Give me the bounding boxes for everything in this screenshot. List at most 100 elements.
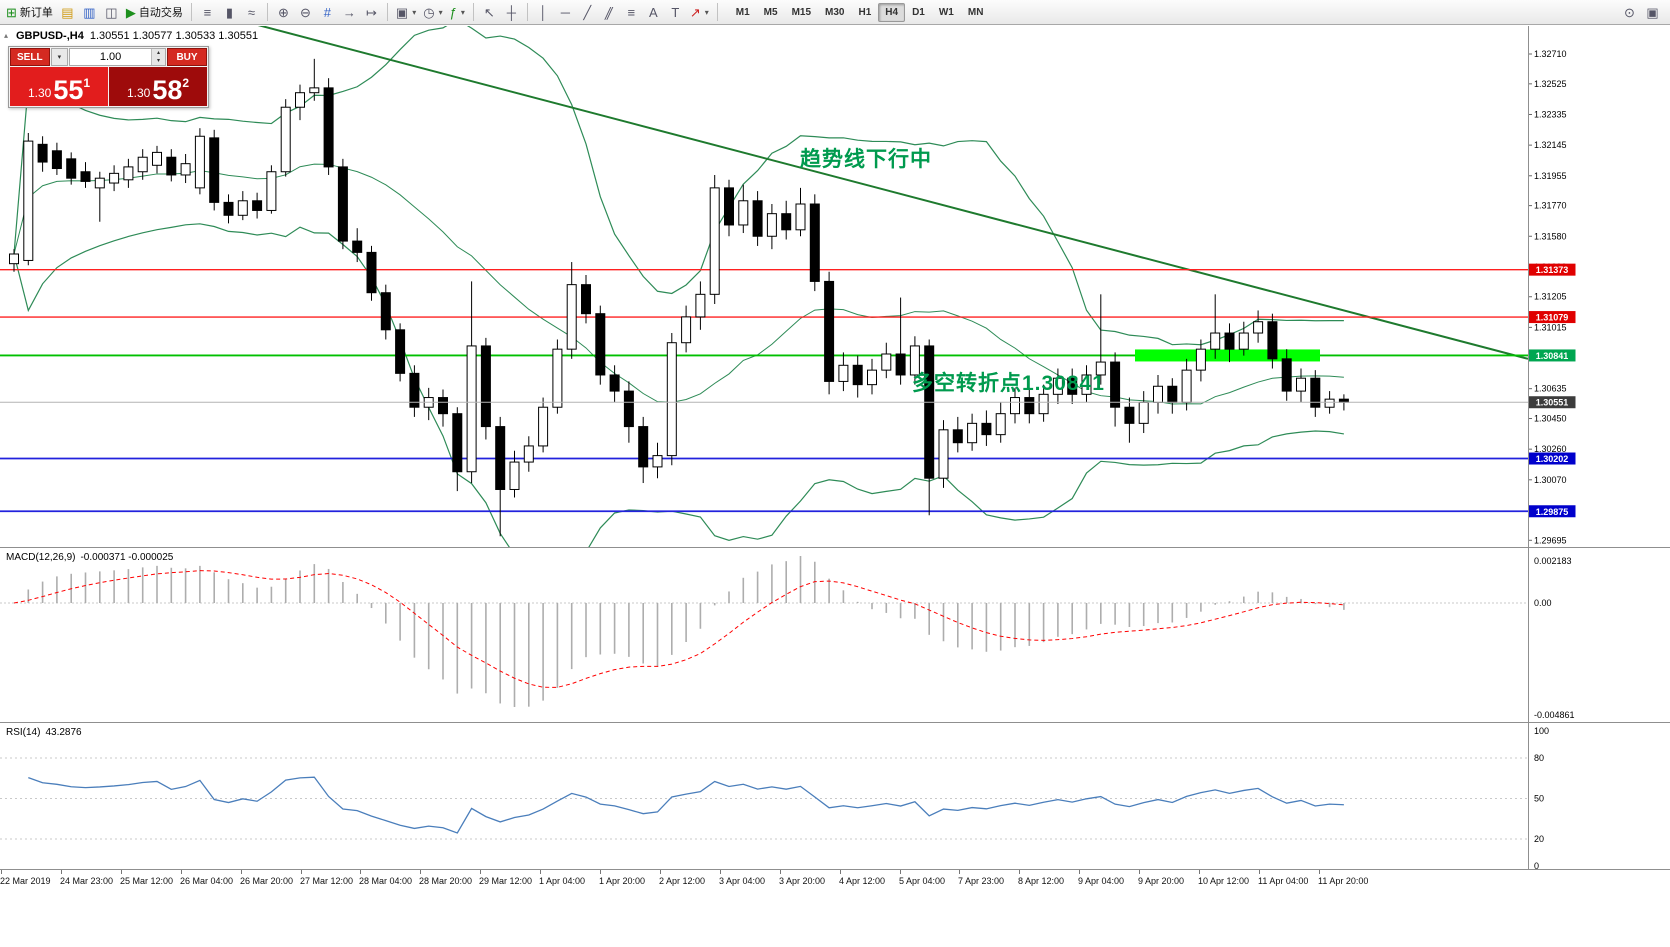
time-axis-label: 3 Apr 04:00: [719, 876, 766, 886]
panel-separator[interactable]: [0, 547, 1670, 548]
time-axis-label: 2 Apr 12:00: [659, 876, 706, 886]
price-flag-label: 1.29875: [1536, 507, 1569, 517]
time-axis-tick: [780, 870, 781, 874]
new-order-button[interactable]: ⊞ 新订单: [3, 2, 56, 23]
tf-button-m1[interactable]: M1: [729, 3, 757, 22]
arrows-shapes-button[interactable]: ↗ ▾: [687, 2, 712, 23]
bull-candle: [881, 353, 892, 371]
new-window-button[interactable]: ▣ ▾: [393, 2, 419, 23]
tf-button-h1[interactable]: H1: [851, 3, 878, 22]
time-axis[interactable]: 22 Mar 2019 24 Mar 23:00 25 Mar 12:00 26 Ma…: [0, 869, 1670, 896]
rsi-scale-label: 50: [1534, 794, 1544, 804]
toolbar: ⊞ 新订单 ▤ ▥ ◫ ▶ 自动交易 ≡ ▮ ≈ ⊕ ⊖: [0, 0, 1670, 25]
buy-price-display[interactable]: 1.30 58 2: [109, 67, 207, 106]
rsi-value: 43.2876: [45, 727, 82, 738]
dropdown-caret-icon: ▾: [460, 7, 465, 17]
charts-profile-button[interactable]: ▤: [57, 2, 78, 23]
price-scale-label: 1.31205: [1534, 292, 1567, 302]
panel-separator[interactable]: [0, 722, 1670, 723]
tf-button-m5[interactable]: M5: [757, 3, 785, 22]
time-axis-label: 7 Apr 23:00: [958, 876, 1005, 886]
time-axis-label: 28 Mar 20:00: [419, 876, 473, 886]
trendline-button[interactable]: ╱: [577, 2, 598, 23]
volume-up-button[interactable]: ▴: [152, 49, 165, 57]
bollinger-lower: [13, 223, 1344, 547]
bull-candle: [838, 364, 849, 382]
price-scale-label: 1.29695: [1534, 535, 1567, 545]
bull-candle: [1253, 321, 1264, 334]
navigator-button[interactable]: ◫: [101, 2, 122, 23]
indicators-button[interactable]: ƒ ▾: [447, 2, 468, 23]
channel-button[interactable]: ∥: [599, 2, 620, 23]
market-watch-button[interactable]: ▥: [79, 2, 100, 23]
chart-shift-button[interactable]: ↦: [361, 2, 382, 23]
time-axis-label: 8 Apr 12:00: [1018, 876, 1065, 886]
horizontal-line-button[interactable]: ─: [555, 2, 576, 23]
bull-candle: [738, 200, 749, 226]
zoom-out-button[interactable]: ⊖: [295, 2, 316, 23]
pivot-highlight-bar[interactable]: [1135, 349, 1320, 362]
time-axis-label: 11 Apr 04:00: [1258, 876, 1309, 886]
toolbar-separator: [472, 3, 474, 21]
cursor-button[interactable]: ↖: [479, 2, 500, 23]
bear-candle: [395, 329, 406, 374]
price-flag: [1528, 311, 1576, 324]
bear-candle: [80, 171, 91, 182]
price-flag: [1528, 505, 1576, 518]
chart-annotation: 多空转折点1.30841: [912, 372, 1105, 395]
bear-candle: [37, 143, 48, 163]
tf-button-m15[interactable]: M15: [785, 3, 818, 22]
channel-icon: ∥: [602, 4, 617, 20]
volume-down-button[interactable]: ▾: [152, 57, 165, 65]
descending-trendline[interactable]: [0, 26, 1529, 360]
zoom-in-button[interactable]: ⊕: [273, 2, 294, 23]
bar-chart-button[interactable]: ≡: [197, 2, 218, 23]
one-click-trading-panel: SELL ▾ ▴ ▾ BUY 1.30 55 1 1.30 58 2: [8, 46, 209, 108]
chart-shift-icon: ↦: [365, 4, 377, 20]
macd-panel-canvas[interactable]: 0.002183 0.00 -0.004861: [0, 548, 1670, 722]
time-axis-tick: [540, 870, 541, 874]
crosshair-button[interactable]: ┼: [501, 2, 522, 23]
text-label-button[interactable]: T: [665, 2, 686, 23]
auto-scroll-button[interactable]: →: [339, 2, 360, 23]
tf-button-d1[interactable]: D1: [905, 3, 932, 22]
tf-button-h4[interactable]: H4: [878, 2, 906, 22]
volume-field: ▴ ▾: [69, 48, 166, 66]
bear-candle: [1267, 321, 1278, 360]
trade-options-dropdown[interactable]: ▾: [50, 48, 69, 66]
chart-annotation: 趋势线下行中: [800, 148, 932, 171]
bear-candle: [752, 200, 763, 237]
bull-candle: [1195, 348, 1206, 371]
fibonacci-button[interactable]: ≡: [621, 2, 642, 23]
time-axis-label: 29 Mar 12:00: [479, 876, 533, 886]
time-axis-label: 11 Apr 20:00: [1318, 876, 1369, 886]
text-tool-button[interactable]: A: [643, 2, 664, 23]
periods-button[interactable]: ◷ ▾: [420, 2, 445, 23]
panels-button[interactable]: ▣: [1642, 2, 1663, 23]
rsi-panel-canvas[interactable]: 100 80 50 20 0: [0, 723, 1670, 869]
time-axis-label: 26 Mar 04:00: [180, 876, 234, 886]
tf-button-mn[interactable]: MN: [961, 3, 991, 22]
line-chart-button[interactable]: ≈: [241, 2, 262, 23]
bull-candle: [1324, 398, 1335, 408]
buy-button[interactable]: BUY: [167, 48, 207, 66]
candlestick-chart-button[interactable]: ▮: [219, 2, 240, 23]
main-chart-canvas[interactable]: 1.32710 1.32525 1.32335 1.32145 1.31955 1.317…: [0, 26, 1670, 547]
tf-button-w1[interactable]: W1: [932, 3, 961, 22]
bull-candle: [237, 200, 248, 216]
time-axis-label: 27 Mar 12:00: [300, 876, 354, 886]
bull-candle: [309, 87, 320, 94]
bear-candle: [638, 426, 649, 468]
chart-shift-marker-icon: ▴: [4, 31, 9, 40]
grid-button[interactable]: #: [317, 2, 338, 23]
sell-button[interactable]: SELL: [10, 48, 50, 66]
tf-button-m30[interactable]: M30: [818, 3, 851, 22]
search-button[interactable]: ⊙: [1619, 2, 1640, 23]
bull-candle: [1153, 385, 1163, 403]
volume-input[interactable]: [70, 49, 151, 65]
sell-price-display[interactable]: 1.30 55 1: [10, 67, 108, 106]
zoom-out-icon: ⊖: [299, 4, 311, 20]
price-scale-label: 1.32335: [1534, 109, 1567, 119]
vertical-line-button[interactable]: │: [533, 2, 554, 23]
autotrading-button[interactable]: ▶ 自动交易: [123, 2, 186, 23]
